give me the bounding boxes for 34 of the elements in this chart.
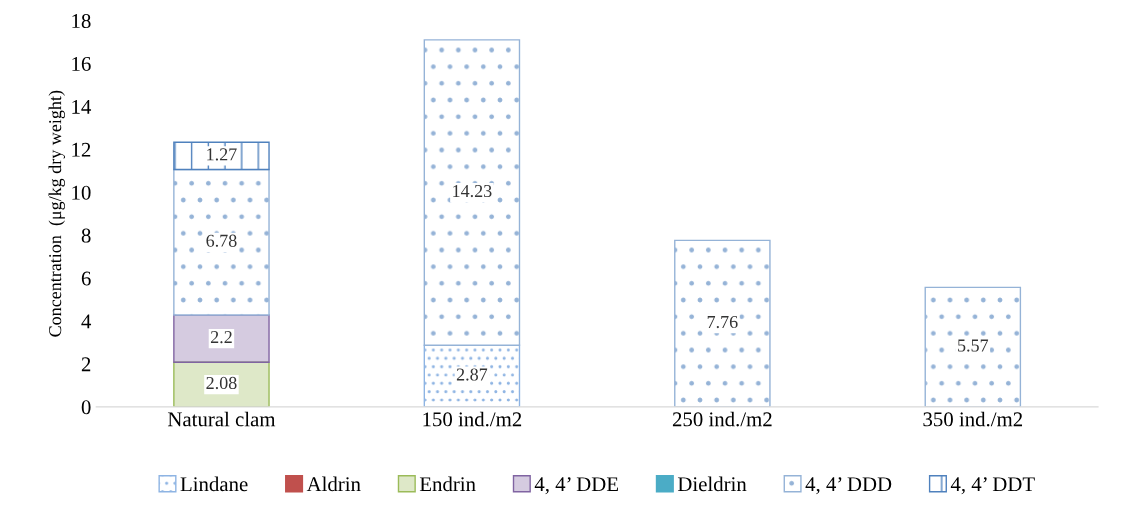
y-tick-label: 14: [72, 99, 92, 114]
data-label: 6.78: [206, 234, 237, 247]
x-tick-label: Natural clam: [167, 411, 276, 427]
y-tick-label: 16: [72, 56, 91, 71]
y-tick-label: 18: [72, 13, 91, 29]
y-tick-label: 10: [72, 185, 91, 200]
data-label: 14.23: [453, 184, 492, 198]
bar: [173, 314, 270, 363]
legend-label: Dieldrin: [677, 476, 747, 492]
y-tick-label: 2: [81, 357, 91, 372]
x-tick-label: 350 ind./m2: [923, 411, 1023, 427]
y-tick-label: 8: [81, 228, 91, 243]
data-label: 2.08: [206, 376, 237, 390]
bar: [924, 286, 1022, 407]
legend-label: 4, 4’ DDE: [534, 477, 618, 495]
bar: [173, 168, 270, 316]
data-label: 2.2: [210, 331, 232, 344]
y-tick-label: 4: [81, 314, 92, 329]
legend-label: 4, 4’ DDT: [950, 477, 1035, 495]
y-tick-label: 6: [81, 271, 91, 286]
legend-label: Endrin: [419, 476, 476, 492]
data-label: 2.87: [456, 368, 488, 381]
bar: [674, 239, 771, 407]
x-tick-label: 150 ind./m2: [423, 411, 522, 427]
y-tick-label: 12: [72, 142, 91, 157]
data-label: 7.76: [707, 315, 738, 329]
legend-label: Aldrin: [306, 476, 361, 492]
data-label: 1.27: [207, 148, 237, 161]
legend-label: Lindane: [180, 476, 248, 492]
data-label: 5.57: [958, 339, 989, 352]
y-tick-label: 0: [81, 400, 91, 415]
y-axis-title: Concentration (μg/kg dry weight): [48, 90, 65, 337]
legend-label: 4, 4’ DDD: [805, 477, 892, 495]
x-tick-label: 250 ind./m2: [672, 411, 772, 427]
